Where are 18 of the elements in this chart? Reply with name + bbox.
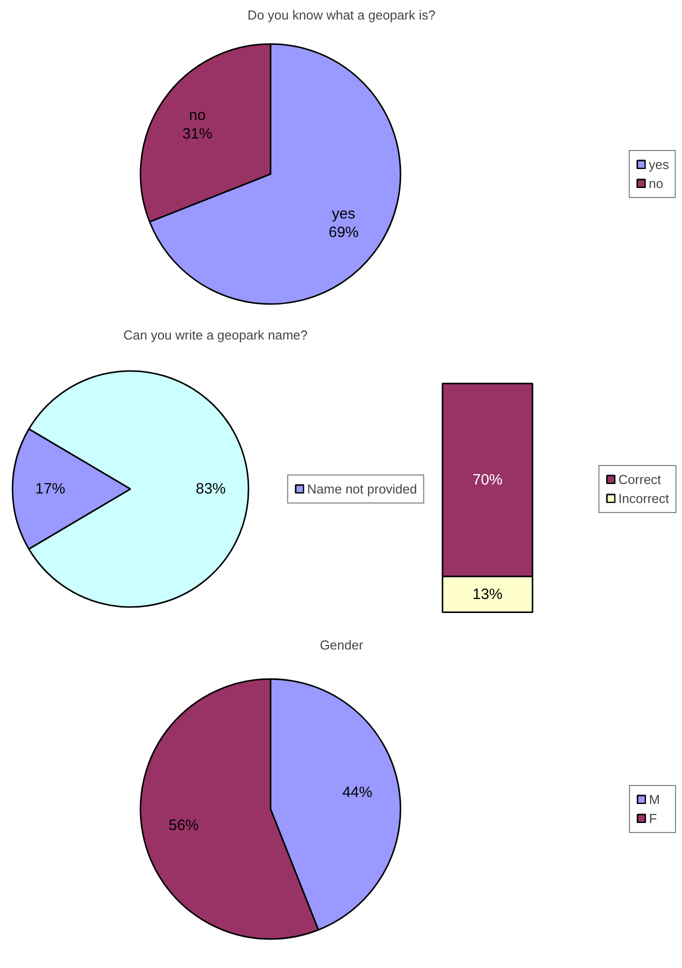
chart-title: Can you write a geopark name? [123, 328, 308, 342]
legend-label: no [648, 176, 664, 190]
legend-label: Incorrect [618, 490, 669, 506]
legend-label: Name not provided [307, 481, 417, 496]
data-label: 17% [35, 480, 66, 498]
data-label: no 31% [182, 106, 212, 143]
legend-label: Correct [618, 472, 662, 486]
data-label: yes 69% [328, 205, 359, 242]
data-label: 83% [196, 480, 226, 498]
legend-label: F [649, 810, 658, 826]
legend-label: M [649, 792, 661, 806]
data-label: 13% [472, 586, 503, 603]
chart-title: Do you know what a geopark is? [248, 8, 436, 22]
data-label: 44% [342, 784, 372, 802]
legend-label: yes [648, 156, 669, 172]
chart-title: Gender [320, 638, 364, 652]
data-label: 70% [472, 471, 503, 488]
data-label: 56% [168, 816, 199, 834]
